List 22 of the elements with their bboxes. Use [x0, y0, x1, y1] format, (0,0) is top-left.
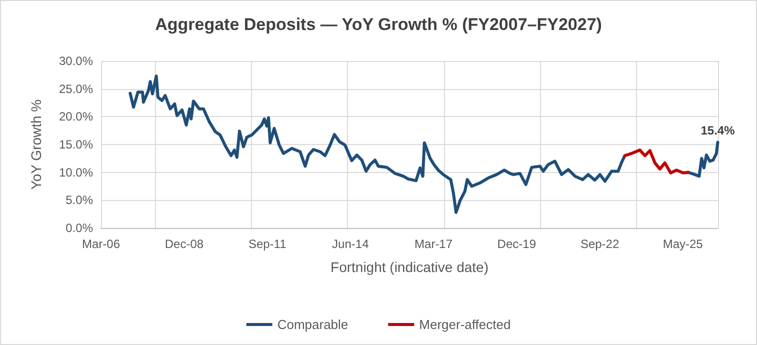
line-series	[623, 148, 690, 174]
y-tick-label: 30.0%	[58, 54, 94, 68]
y-axis-title: YoY Growth %	[28, 99, 44, 190]
x-tick-label: Sep-11	[248, 237, 287, 251]
y-tick-label: 5.0%	[66, 193, 94, 208]
y-tick-label: 20.0%	[58, 110, 94, 124]
legend-label: Comparable	[277, 317, 348, 332]
x-axis-title: Fortnight (indicative date)	[330, 259, 488, 275]
legend-label: Merger-affected	[419, 317, 511, 332]
x-tick-label: Jun-14	[332, 237, 370, 251]
y-tick-label: 0.0%	[66, 221, 94, 235]
x-tick-label: Sep-22	[580, 237, 620, 251]
chart-title: Aggregate Deposits — YoY Growth % (FY2007–FY2027)	[155, 15, 602, 34]
x-tick-label: Mar-06	[82, 237, 120, 251]
x-tick-label: Mar-17	[414, 237, 453, 251]
data-label: 15.4%	[700, 123, 736, 138]
y-tick-label: 15.0%	[58, 138, 94, 152]
x-tick-label: Dec-08	[164, 237, 204, 251]
x-tick-label: May-25	[662, 237, 704, 251]
y-tick-label: 25.0%	[58, 82, 94, 96]
x-tick-label: Dec-19	[497, 237, 536, 251]
y-tick-label: 10.0%	[58, 165, 94, 180]
